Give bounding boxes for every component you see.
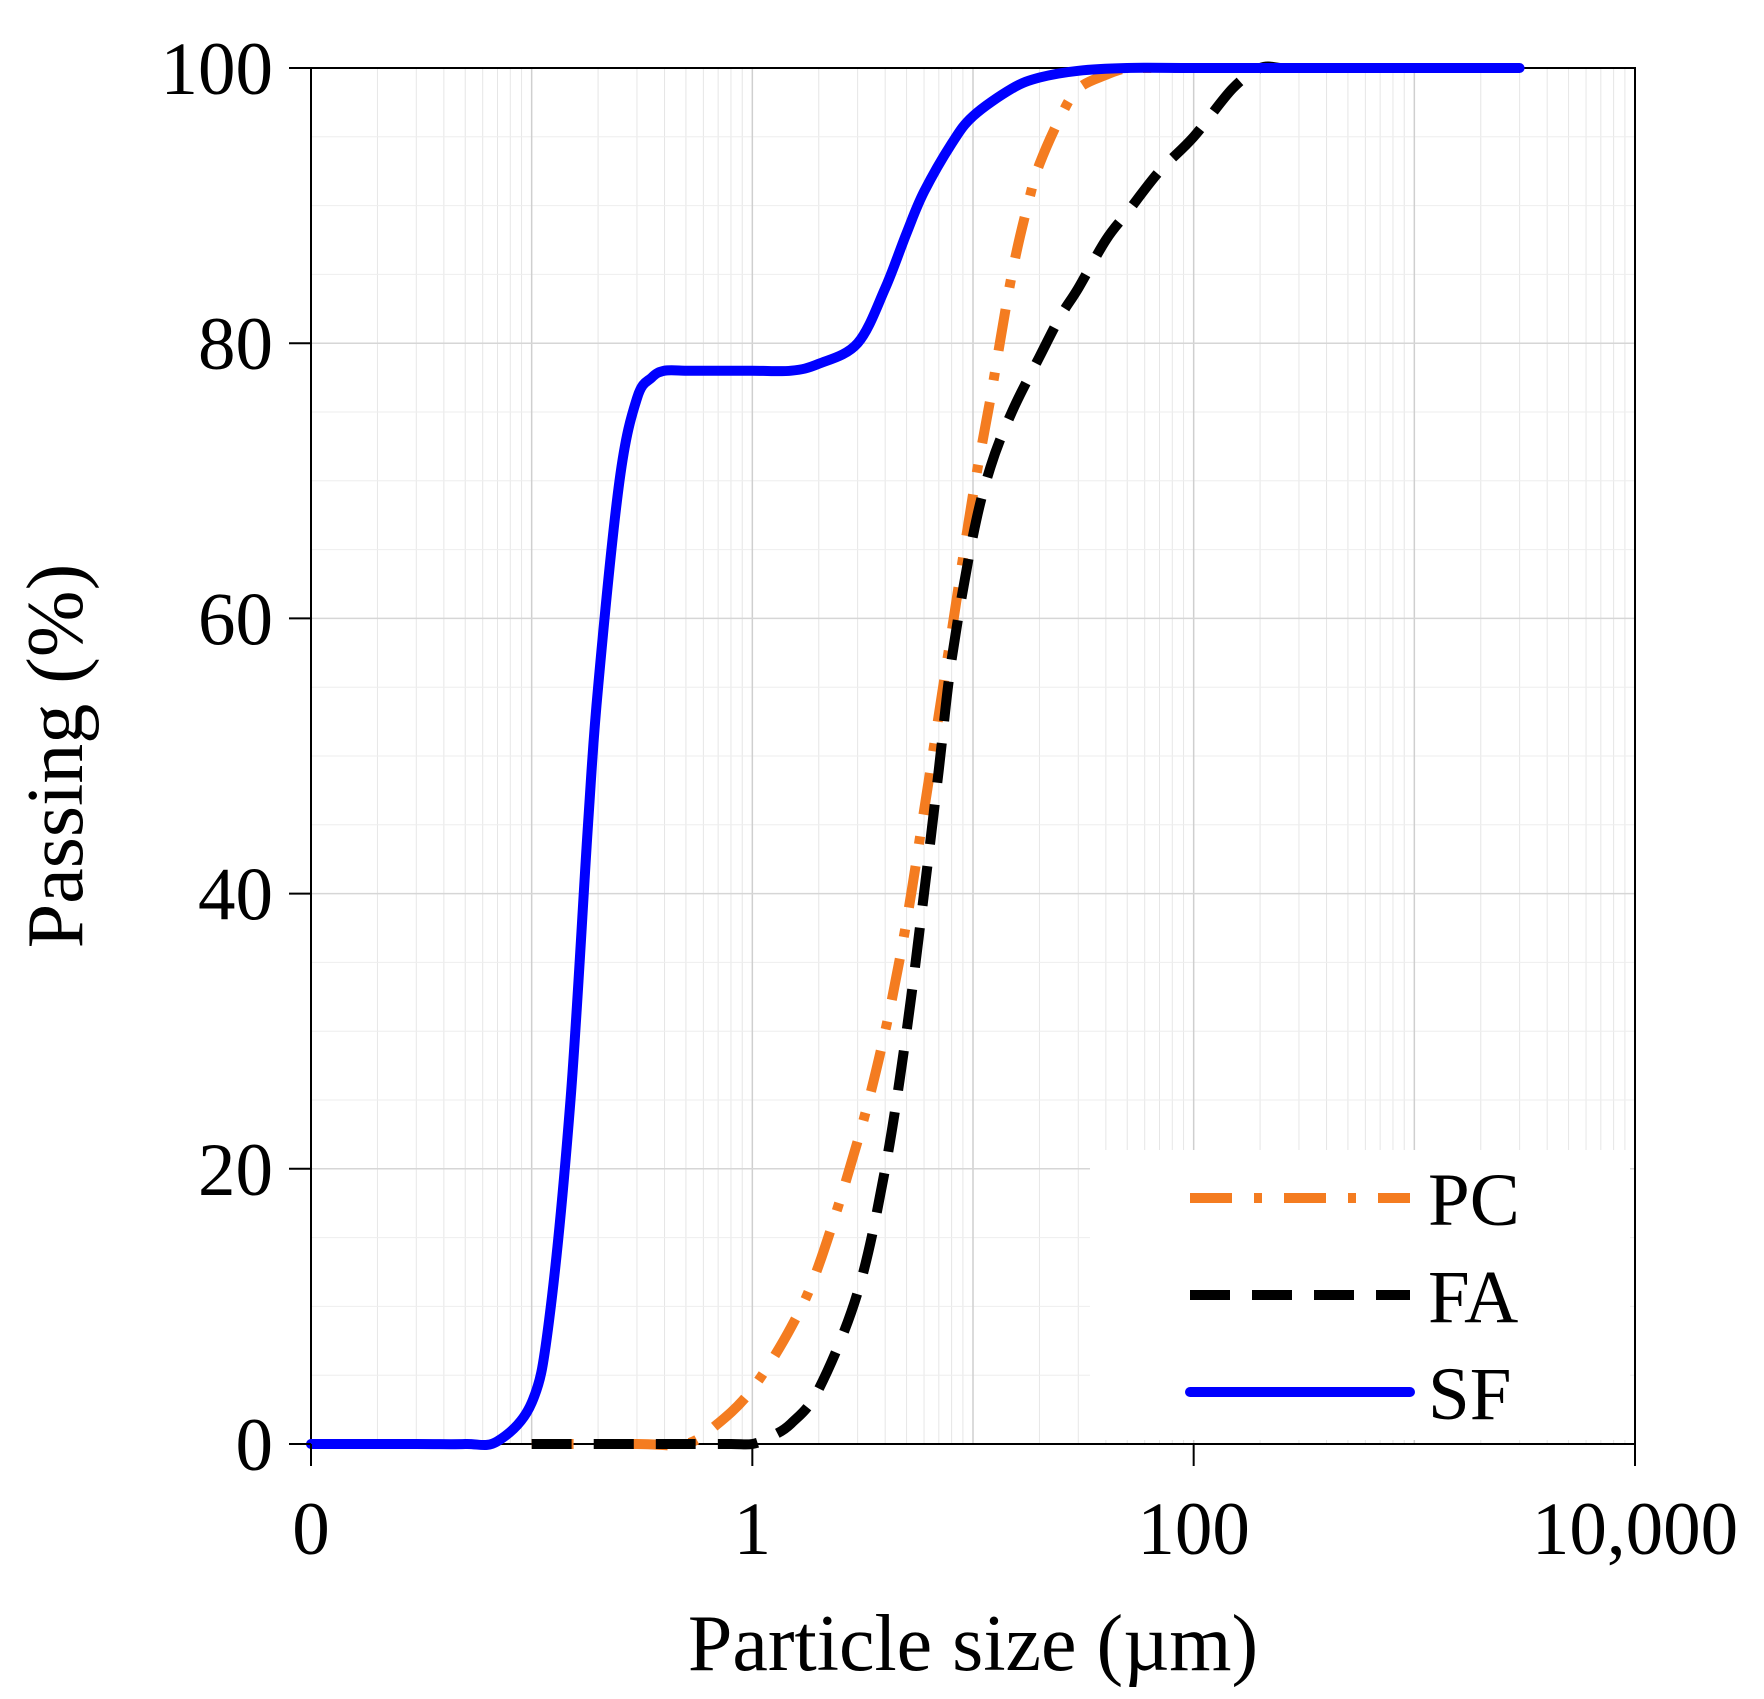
y-tick-labels: 0 20 40 60 80 100 bbox=[161, 28, 274, 1487]
axis-tick-marks bbox=[289, 67, 1636, 1466]
x-tick-label: 100 bbox=[1137, 1488, 1250, 1571]
x-tick-label: 1 bbox=[734, 1488, 772, 1571]
y-tick-label: 40 bbox=[198, 854, 273, 937]
y-tick-label: 0 bbox=[236, 1404, 274, 1487]
series-line-sf bbox=[306, 62, 1525, 1450]
y-tick-label: 80 bbox=[198, 303, 273, 386]
y-tick-label: 60 bbox=[198, 578, 273, 661]
x-axis-title: Particle size (µm) bbox=[688, 1600, 1258, 1688]
series-layer bbox=[306, 61, 1525, 1451]
y-axis-title: Passing (%) bbox=[12, 564, 100, 948]
series-line-pc bbox=[531, 62, 1194, 1451]
y-tick-label: 20 bbox=[198, 1129, 273, 1212]
legend-label-sf: SF bbox=[1428, 1353, 1511, 1436]
series-line-fa bbox=[531, 61, 1314, 1450]
plot-area-frame bbox=[310, 67, 1636, 1445]
x-tick-label: 10,000 bbox=[1532, 1488, 1738, 1571]
legend-label-pc: PC bbox=[1428, 1159, 1520, 1242]
legend-label-fa: FA bbox=[1428, 1256, 1518, 1339]
y-tick-label: 100 bbox=[161, 28, 274, 111]
legend: PC FA SF bbox=[1090, 1150, 1630, 1440]
x-tick-label: 0 bbox=[292, 1488, 330, 1571]
x-tick-labels: 0 1 100 10,000 bbox=[292, 1488, 1738, 1571]
